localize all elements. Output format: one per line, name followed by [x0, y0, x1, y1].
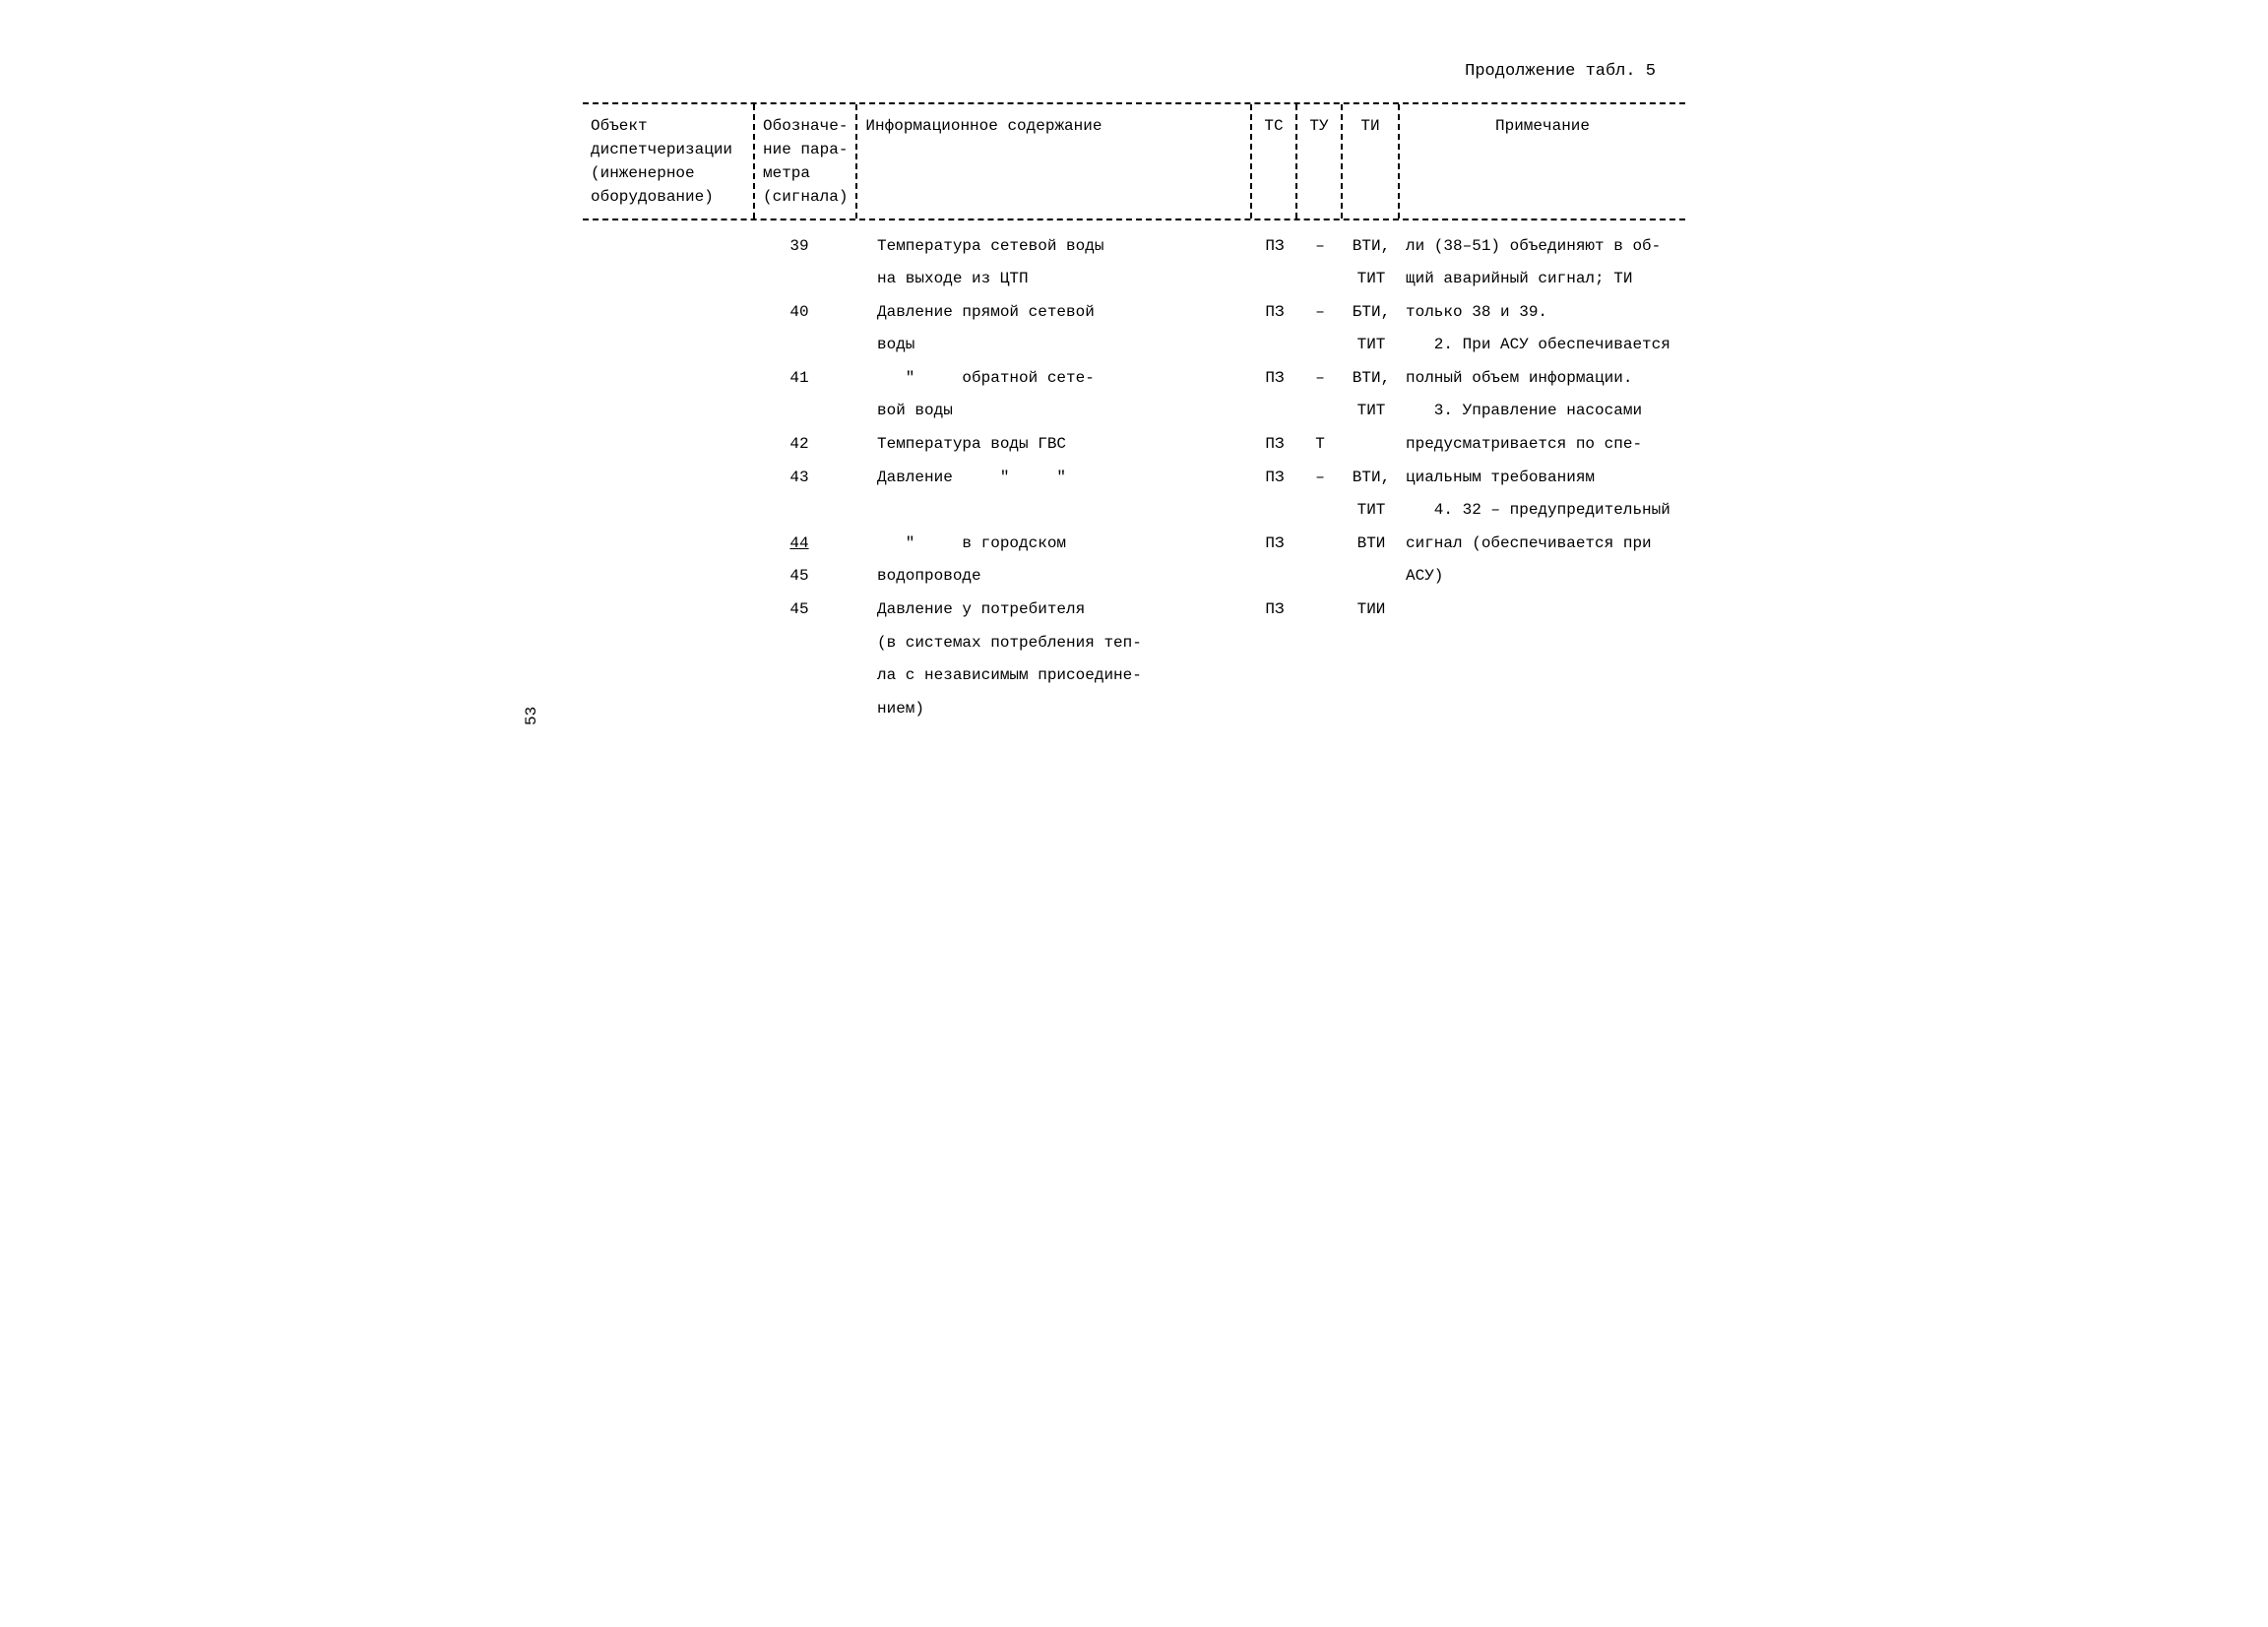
note-line: сигнал (обеспечивается при — [1406, 528, 1679, 561]
cell-info: Давление у потребителя (в системах потре… — [844, 594, 1252, 659]
col-header-object: Объект диспетчери­зации (инженерное обор… — [583, 104, 755, 219]
cell-ti: ВТИ, ТИТ — [1343, 462, 1400, 528]
cell-oboz: 43 — [755, 462, 844, 495]
note-line: 4. 32 – предупредительный — [1406, 494, 1679, 528]
cell-oboz: 45 — [755, 560, 844, 594]
table-row: 45 водопроводе — [583, 560, 1400, 594]
note-line: щий аварийный сигнал; ТИ — [1406, 263, 1679, 296]
cell-ty: – — [1297, 230, 1343, 264]
table-body-left: 39 Температура сетевой воды на выходе из… — [583, 230, 1400, 726]
cell-ti: ВТИ, ТИТ — [1343, 230, 1400, 296]
cell-info: Давление " " — [844, 462, 1252, 495]
col-header-ty: ТУ — [1297, 104, 1343, 219]
cell-info: Температура сетевой воды на выходе из ЦТ… — [844, 230, 1252, 296]
table-row: 40 Давление прямой сетевой воды ПЗ – БТИ… — [583, 296, 1400, 362]
table-row: 42 Температура воды ГВС ПЗ Т — [583, 428, 1400, 462]
note-line: ли (38–51) объединяют в об- — [1406, 230, 1679, 264]
cell-tc: ПЗ — [1252, 296, 1297, 330]
cell-oboz: 39 — [755, 230, 844, 264]
cell-ti — [1343, 560, 1400, 576]
cell-info: " обратной сете- вой воды — [844, 362, 1252, 428]
cell-ti: ВТИ — [1343, 528, 1400, 561]
note-line: 2. При АСУ обеспечивается — [1406, 329, 1679, 362]
table-header-row: Объект диспетчери­зации (инженерное обор… — [583, 102, 1685, 220]
cell-tc: ПЗ — [1252, 594, 1297, 627]
cell-info: водопроводе — [844, 560, 1252, 594]
table-row: 45 Давление у потребителя (в системах по… — [583, 594, 1400, 659]
cell-info: ла с независимым присоедине- нием) — [844, 659, 1252, 725]
table-row: 41 " обратной сете- вой воды ПЗ – ВТИ, Т… — [583, 362, 1400, 428]
cell-tc: ПЗ — [1252, 428, 1297, 462]
cell-tc: ПЗ — [1252, 462, 1297, 495]
note-line: только 38 и 39. — [1406, 296, 1679, 330]
table-caption: Продолжение табл. 5 — [583, 59, 1685, 85]
cell-tc: ПЗ — [1252, 362, 1297, 396]
cell-tc: ПЗ — [1252, 230, 1297, 264]
cell-oboz: 40 — [755, 296, 844, 330]
notes-column: ли (38–51) объединяют в об- щий аварийны… — [1400, 230, 1685, 594]
cell-ty — [1297, 560, 1343, 576]
cell-ty: Т — [1297, 428, 1343, 462]
note-line: предусматривается по спе- — [1406, 428, 1679, 462]
col-header-oboz: Обозначе­ние пара­метра (сигнала) — [755, 104, 857, 219]
table-row: 44 " в городском ПЗ ВТИ — [583, 528, 1400, 561]
cell-tc: ПЗ — [1252, 528, 1297, 561]
col-header-note: Примечание — [1400, 104, 1685, 219]
col-header-ti: ТИ — [1343, 104, 1400, 219]
page: Продолжение табл. 5 Объект диспетчери­за… — [583, 59, 1685, 725]
note-line: АСУ) — [1406, 560, 1679, 594]
table-row: 39 Температура сетевой воды на выходе из… — [583, 230, 1400, 296]
cell-oboz: 45 — [755, 594, 844, 627]
cell-ty — [1297, 528, 1343, 543]
data-table: Объект диспетчери­зации (инженерное обор… — [583, 102, 1685, 726]
cell-info: " в городском — [844, 528, 1252, 561]
table-body: 39 Температура сетевой воды на выходе из… — [583, 220, 1685, 726]
cell-info: Температура воды ГВС — [844, 428, 1252, 462]
cell-ti: БТИ, ТИТ — [1343, 296, 1400, 362]
page-number: 53 — [520, 707, 543, 725]
cell-ty: – — [1297, 462, 1343, 495]
cell-tc — [1252, 560, 1297, 576]
col-header-info: Информационное содержание — [857, 104, 1252, 219]
cell-ty: – — [1297, 362, 1343, 396]
note-line: полный объем информации. — [1406, 362, 1679, 396]
cell-ty — [1297, 594, 1343, 609]
cell-oboz: 44 — [755, 528, 844, 561]
cell-oboz: 42 — [755, 428, 844, 462]
note-line: 3. Управление насосами — [1406, 395, 1679, 428]
cell-ti: ВТИ, ТИТ — [1343, 362, 1400, 428]
cell-oboz — [755, 659, 844, 675]
cell-ti — [1343, 428, 1400, 444]
table-row: ла с независимым присоедине- нием) — [583, 659, 1400, 725]
col-header-tc: ТС — [1252, 104, 1297, 219]
note-line: циальным требованиям — [1406, 462, 1679, 495]
cell-ty: – — [1297, 296, 1343, 330]
cell-oboz: 41 — [755, 362, 844, 396]
table-row: 43 Давление " " ПЗ – ВТИ, ТИТ — [583, 462, 1400, 528]
cell-ti: ТИИ — [1343, 594, 1400, 627]
cell-info: Давление прямой сетевой воды — [844, 296, 1252, 362]
